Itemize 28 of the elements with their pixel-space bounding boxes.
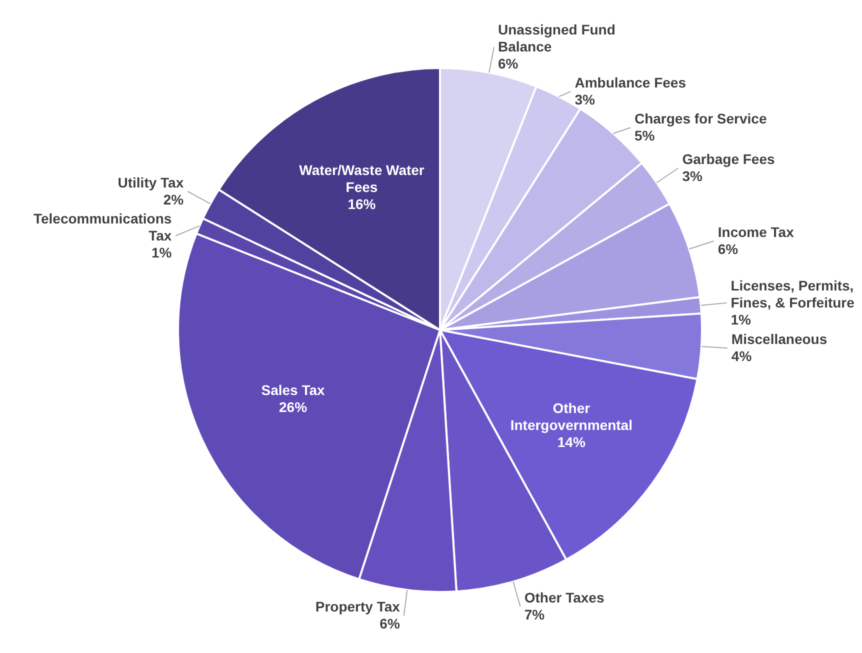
slice-label: Telecommunications Tax xyxy=(33,210,172,244)
data-label: 3% xyxy=(682,168,703,184)
data-label: 1% xyxy=(730,311,752,328)
slice-label: Miscellaneous xyxy=(731,331,828,348)
slice-label: Ambulance Fees xyxy=(574,74,686,91)
data-label: 26% xyxy=(279,399,308,416)
data-label: 6% xyxy=(380,616,400,632)
slice-label: Other Intergovernmental xyxy=(510,400,632,433)
slice-label: Income Tax xyxy=(718,224,794,240)
data-label: 6% xyxy=(718,241,739,258)
data-label: 5% xyxy=(634,128,656,144)
data-label: 7% xyxy=(524,606,546,623)
slice-label: Sales Tax xyxy=(261,382,326,398)
slice-label: Unassigned Fund Balance xyxy=(498,22,616,55)
data-label: 6% xyxy=(498,56,519,72)
slice-label: Garbage Fees xyxy=(682,151,776,168)
slice-label: Charges for Service xyxy=(634,110,767,127)
data-label: 14% xyxy=(557,434,586,450)
slice-label: Property Tax xyxy=(315,598,400,615)
slice-label: Water/Waste Water Fees xyxy=(299,162,425,196)
slice-label: Other Taxes xyxy=(524,590,604,606)
data-label: 2% xyxy=(163,191,184,208)
slice-label: Utility Tax xyxy=(118,174,184,190)
data-label: 3% xyxy=(574,92,596,108)
slice-label: Licenses, Permits, Fines, & Forfeiture xyxy=(730,277,855,310)
data-label: 4% xyxy=(731,348,752,364)
data-label: 16% xyxy=(348,196,376,212)
data-label: 1% xyxy=(151,244,172,260)
